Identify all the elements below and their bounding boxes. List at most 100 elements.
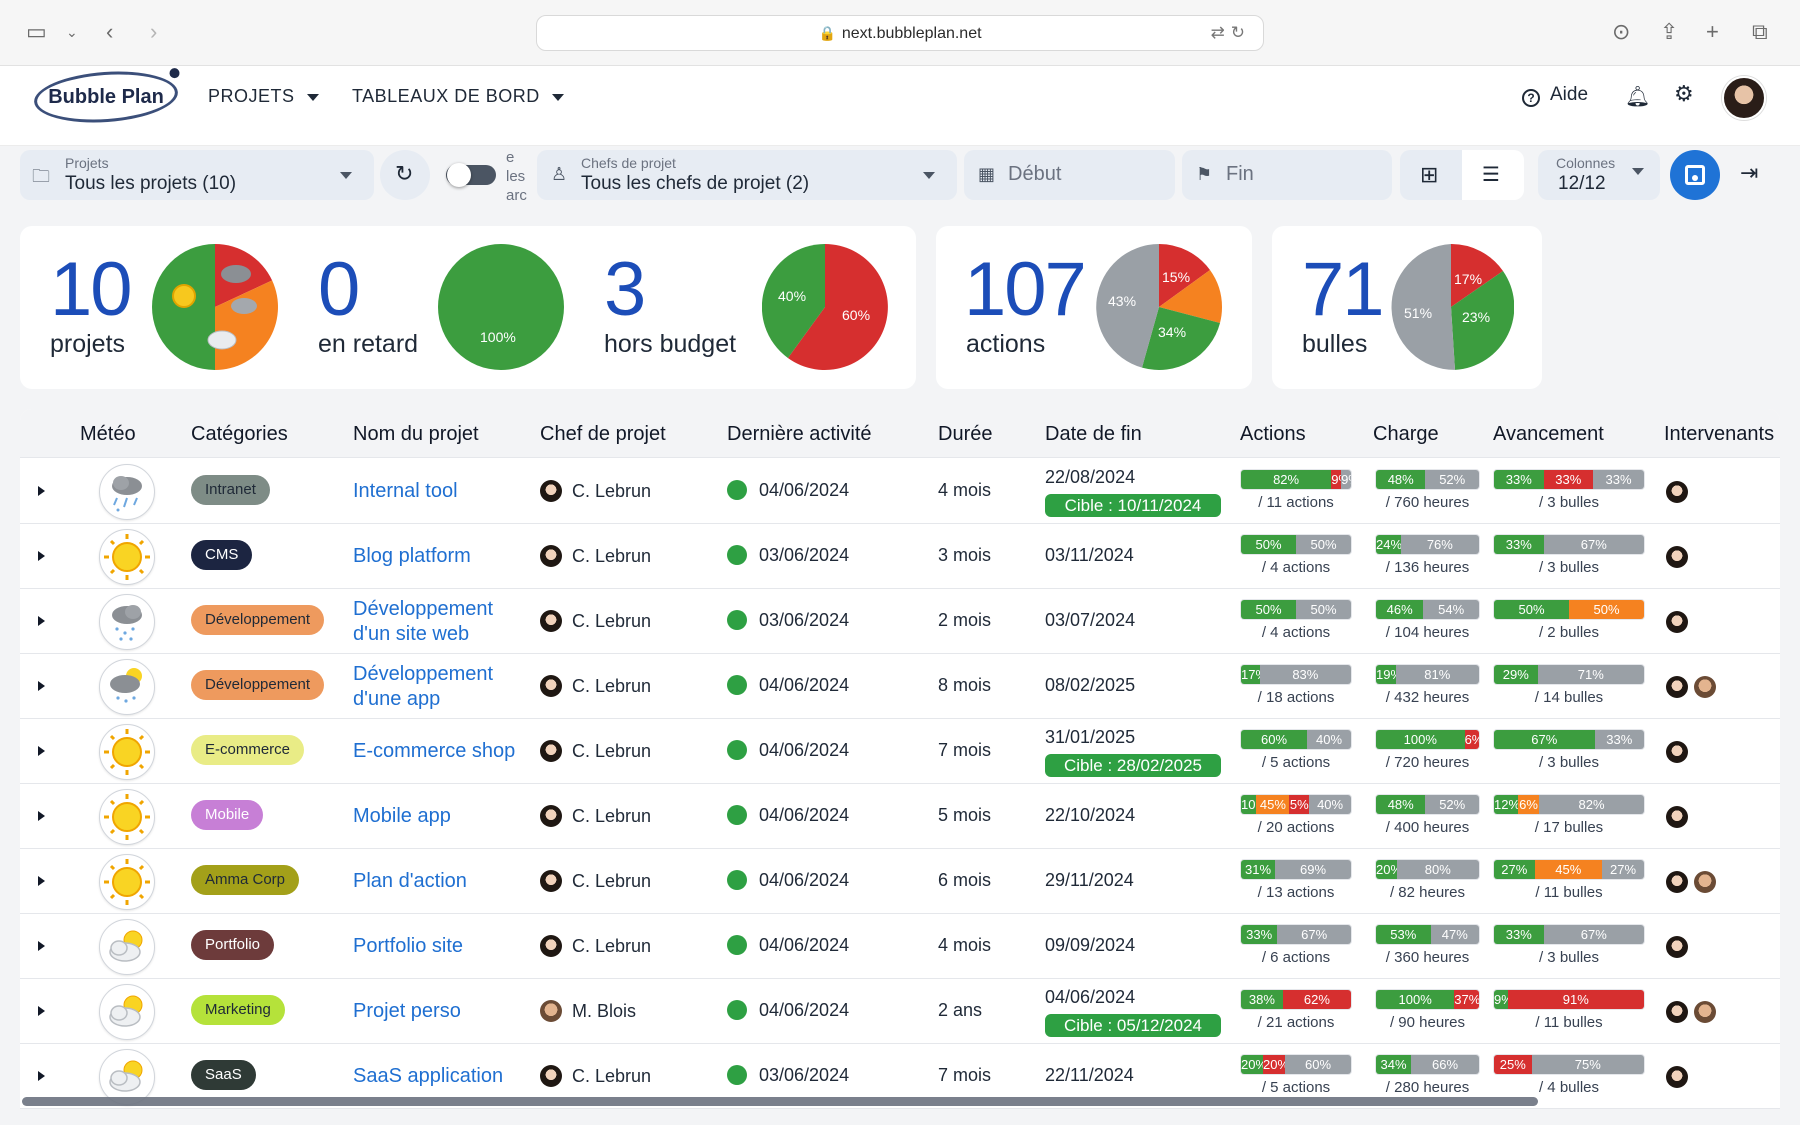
project-name-link[interactable]: Projet perso	[353, 1000, 461, 1022]
chef-cell: C. Lebrun	[540, 805, 651, 827]
avatar[interactable]	[1666, 1066, 1688, 1088]
table-row[interactable]: Mobile Mobile app C. Lebrun 04/06/2024 5 moi…	[20, 784, 1780, 849]
expand-row-icon[interactable]	[38, 746, 45, 756]
avatar[interactable]	[1666, 676, 1688, 698]
bubbleplan-logo[interactable]: Bubble Plan	[32, 67, 180, 127]
horizontal-scrollbar[interactable]	[22, 1097, 1538, 1106]
help-icon: ?	[1522, 89, 1540, 107]
charge-progress-bar: 100%6%	[1375, 729, 1480, 750]
expand-row-icon[interactable]	[38, 486, 45, 496]
table-row[interactable]: Marketing Projet perso M. Blois 04/06/2024 2…	[20, 979, 1780, 1044]
project-name-link[interactable]: Blog platform	[353, 545, 471, 567]
project-name-link[interactable]: Internal tool	[353, 480, 458, 502]
charge-segment: 66%	[1411, 1055, 1479, 1074]
actions-segment: 69%	[1275, 860, 1351, 879]
expand-row-icon[interactable]	[38, 811, 45, 821]
projets-filter[interactable]: 🗀 Projets Tous les projets (10)	[20, 150, 374, 200]
project-name-link[interactable]: Développement d'une app	[353, 663, 494, 710]
chef-name: C. Lebrun	[572, 741, 652, 761]
nav-projets[interactable]: PROJETS	[208, 86, 319, 107]
avatar[interactable]	[1666, 611, 1688, 633]
actions-segment: 50%	[1296, 535, 1351, 554]
share-icon[interactable]: ⇪	[1660, 19, 1679, 44]
avatar[interactable]	[1694, 676, 1716, 698]
avatar[interactable]	[1666, 481, 1688, 503]
activity-cell: 03/06/2024	[727, 545, 849, 566]
col-categories[interactable]: Catégories	[191, 423, 288, 445]
chevron-down-icon[interactable]: ⌄	[66, 24, 78, 40]
table-view-button[interactable]: ⊞	[1400, 150, 1462, 200]
save-button[interactable]	[1670, 150, 1720, 200]
actions-segment: 9%	[1331, 470, 1342, 489]
expand-row-icon[interactable]	[38, 551, 45, 561]
expand-row-icon[interactable]	[38, 616, 45, 626]
actions-segment: 40%	[1309, 795, 1351, 814]
chefs-filter[interactable]: ♙ Chefs de projet Tous les chefs de proj…	[537, 150, 957, 200]
table-row[interactable]: Développement Développement d'une app C. L…	[20, 654, 1780, 719]
avancement-segment: 29%	[1494, 665, 1538, 684]
translate-reload-icon[interactable]: ⇄↻	[1210, 23, 1251, 42]
col-duree[interactable]: Durée	[938, 423, 993, 445]
table-row[interactable]: Portfolio Portfolio site C. Lebrun 04/06/20…	[20, 914, 1780, 979]
fin-date-value: 29/11/2024	[1045, 870, 1134, 890]
activity-cell: 03/06/2024	[727, 1065, 849, 1086]
col-intervenants[interactable]: Intervenants	[1664, 423, 1775, 445]
col-avancement[interactable]: Avancement	[1493, 423, 1604, 445]
colonnes-select[interactable]: Colonnes 12/12	[1538, 150, 1660, 200]
table-row[interactable]: CMS Blog platform C. Lebrun 03/06/2024 3 moi…	[20, 524, 1780, 589]
avatar[interactable]	[1666, 806, 1688, 828]
expand-row-icon[interactable]	[38, 681, 45, 691]
activity-cell: 04/06/2024	[727, 740, 849, 761]
project-name-link[interactable]: Mobile app	[353, 805, 451, 827]
avatar[interactable]	[1666, 546, 1688, 568]
download-icon[interactable]: ⊙	[1612, 19, 1631, 44]
table-row[interactable]: SaaS SaaS application C. Lebrun 03/06/2024 7…	[20, 1044, 1780, 1109]
col-fin[interactable]: Date de fin	[1045, 423, 1142, 445]
expand-row-icon[interactable]	[38, 1071, 45, 1081]
expand-row-icon[interactable]	[38, 876, 45, 886]
table-row[interactable]: Intranet Internal tool C. Lebrun 04/06/2024…	[20, 459, 1780, 524]
avatar[interactable]	[1694, 871, 1716, 893]
chef-cell: C. Lebrun	[540, 1065, 651, 1087]
list-view-button[interactable]: ☰	[1462, 150, 1524, 200]
gear-icon[interactable]: ⚙	[1674, 81, 1694, 106]
archives-toggle[interactable]	[446, 163, 496, 187]
avatar[interactable]	[1666, 1001, 1688, 1023]
table-row[interactable]: Amma Corp Plan d'action C. Lebrun 04/06/202…	[20, 849, 1780, 914]
table-row[interactable]: Développement Développement d'un site web…	[20, 589, 1780, 654]
forward-icon[interactable]: ›	[150, 19, 158, 44]
user-avatar[interactable]	[1722, 76, 1766, 120]
address-bar[interactable]: 🔒 next.bubbleplan.net ⇄↻	[536, 15, 1264, 51]
col-actions[interactable]: Actions	[1240, 423, 1306, 445]
project-name-link[interactable]: E-commerce shop	[353, 740, 516, 762]
col-chef[interactable]: Chef de projet	[540, 423, 666, 445]
avancement-progress-bar: 27% 45% 27%	[1493, 859, 1645, 880]
sidebar-toggle-icon[interactable]: ▭	[26, 19, 47, 44]
project-name-link[interactable]: Portfolio site	[353, 935, 464, 957]
table-row[interactable]: E-commerce E-commerce shop C. Lebrun 04/06/…	[20, 719, 1780, 784]
fin-date-field[interactable]: ⚑ Fin	[1182, 150, 1392, 200]
avatar[interactable]	[1694, 1001, 1716, 1023]
avatar[interactable]	[1666, 936, 1688, 958]
export-icon[interactable]: ⇥	[1740, 160, 1759, 185]
debut-date-field[interactable]: ▦ Début	[964, 150, 1175, 200]
avatar[interactable]	[1666, 871, 1688, 893]
col-activite[interactable]: Dernière activité	[727, 423, 872, 445]
nav-tableaux-de-bord[interactable]: TABLEAUX DE BORD	[352, 86, 564, 107]
tabs-overview-icon[interactable]: ⧉	[1752, 19, 1768, 44]
new-tab-icon[interactable]: +	[1706, 19, 1719, 44]
back-icon[interactable]: ‹	[106, 19, 114, 44]
help-link[interactable]: ? Aide	[1522, 84, 1588, 107]
bell-icon[interactable]: 🔔︎	[1625, 86, 1651, 108]
project-name-link[interactable]: Plan d'action	[353, 870, 467, 892]
col-nom[interactable]: Nom du projet	[353, 423, 479, 445]
expand-row-icon[interactable]	[38, 941, 45, 951]
expand-row-icon[interactable]	[38, 1006, 45, 1016]
user-icon: ♙	[551, 164, 568, 184]
project-name-link[interactable]: SaaS application	[353, 1065, 504, 1087]
refresh-button[interactable]: ↻	[380, 150, 430, 200]
col-charge[interactable]: Charge	[1373, 423, 1439, 445]
col-meteo[interactable]: Météo	[80, 423, 136, 445]
avatar[interactable]	[1666, 741, 1688, 763]
project-name-link[interactable]: Développement d'un site web	[353, 598, 494, 645]
